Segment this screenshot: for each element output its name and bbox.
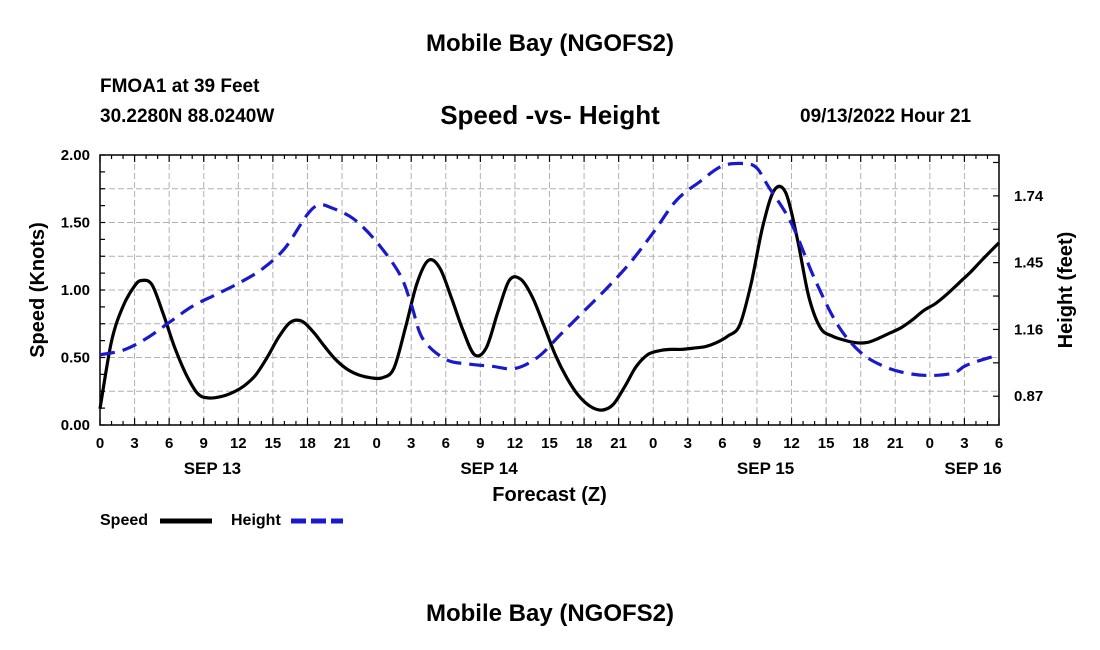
x-tick-label: 3 [684,435,692,452]
date-label: SEP 15 [737,459,794,478]
x-tick-label: 9 [200,435,208,452]
y-tick-label: 1.50 [61,215,90,232]
legend-label-height: Height [231,512,281,529]
series-line-speed [98,184,1001,412]
y-tick-label: 1.00 [61,282,90,299]
x-tick-label: 6 [718,435,726,452]
x-tick-label: 12 [507,435,524,452]
x-tick-label: 15 [818,435,835,452]
y2-tick-label: 1.16 [1014,321,1043,338]
chart-title: Speed -vs- Height [440,100,660,130]
x-tick-label: 18 [852,435,869,452]
y-axis-label: Speed (Knots) [27,222,49,358]
date-label: SEP 13 [184,459,241,478]
x-tick-label: 0 [96,435,104,452]
y-tick-label: 2.00 [61,147,90,164]
x-tick-label: 3 [960,435,968,452]
x-tick-label: 15 [265,435,282,452]
y2-axis-label: Height (feet) [1055,232,1077,349]
x-axis-label: Forecast (Z) [492,484,606,506]
footer-title: Mobile Bay (NGOFS2) [425,600,675,627]
x-tick-label: 0 [372,435,380,452]
station-coordinates: 30.2280N 88.0240W [100,106,275,127]
y2-tick-label: 0.87 [1014,388,1043,405]
station-label: FMOA1 at 39 Feet [100,76,260,97]
x-tick-label: 12 [230,435,247,452]
date-label: SEP 14 [460,459,518,478]
x-tick-label: 18 [299,435,316,452]
y-tick-label: 0.50 [61,350,90,367]
x-tick-label: 6 [995,435,1003,452]
x-tick-label: 0 [926,435,934,452]
x-tick-label: 6 [165,435,173,452]
series-line-height [99,161,1000,378]
x-tick-label: 6 [442,435,450,452]
y2-tick-label: 1.45 [1014,255,1043,272]
page-title: Mobile Bay (NGOFS2) [425,30,675,57]
x-tick-label: 9 [476,435,484,452]
x-tick-label: 12 [783,435,800,452]
x-tick-label: 21 [610,435,627,452]
legend-label-speed: Speed [100,512,148,529]
forecast-datetime: 09/13/2022 Hour 21 [800,106,972,127]
date-label: SEP 16 [944,459,1001,478]
x-tick-label: 15 [541,435,558,452]
x-tick-label: 0 [649,435,657,452]
x-tick-label: 3 [130,435,138,452]
y-tick-label: 0.00 [61,417,90,434]
x-tick-label: 9 [753,435,761,452]
x-tick-label: 3 [407,435,415,452]
x-tick-label: 21 [334,435,351,452]
x-tick-label: 21 [887,435,904,452]
y2-tick-label: 1.74 [1014,188,1044,205]
x-tick-label: 18 [576,435,593,452]
